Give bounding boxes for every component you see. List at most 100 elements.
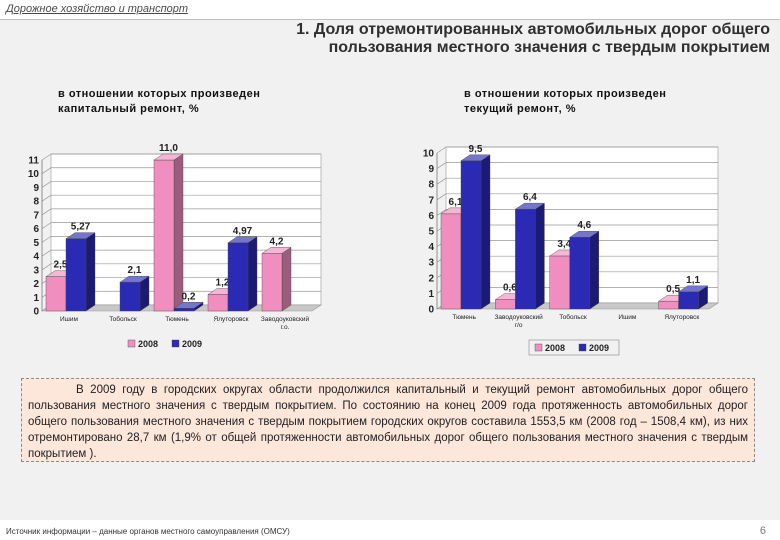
gridline [41, 249, 52, 257]
legend-swatch-2008 [534, 343, 543, 352]
bar-top-2009 [569, 231, 600, 238]
y-tick-label: 8 [33, 197, 39, 208]
data-label: 0,2 [182, 291, 196, 302]
legend-label: 2009 [182, 339, 202, 349]
bar-top-2009 [173, 302, 204, 309]
chart-1-subtitle-line-1: в отношении которых произведен [58, 88, 261, 100]
bar-top-2009 [514, 202, 546, 210]
data-label: 0,6 [503, 283, 517, 294]
chart-1-subtitle: в отношении которых произведен капитальн… [58, 87, 260, 117]
legend-swatch-2009 [171, 339, 180, 348]
y-tick-label: 7 [428, 195, 434, 206]
legend-swatch-2009 [578, 343, 587, 352]
bar-top-2009 [227, 236, 258, 243]
bar-2009 [227, 242, 249, 312]
gridline [41, 263, 52, 271]
section-label: Дорожное хозяйство и транспорт [6, 3, 189, 15]
x-tick-label: г.о. [281, 324, 290, 331]
y-tick-label: 1 [33, 293, 39, 304]
bar-2008 [549, 255, 571, 310]
x-tick-label: Ялуторовск [664, 314, 699, 321]
x-tick-label: Тюмень [452, 314, 476, 321]
y-tick-label: 1 [428, 289, 434, 300]
chart-current-repair: 0 1 2 3 4 5 6 7 8 9 10 6,1 9,5 Тюмень 0,6 6,4 Заводоуков… [423, 144, 719, 356]
y-tick-label: 7 [33, 210, 39, 221]
title-line-1: 1. Доля отремонтированных автомобильных … [296, 21, 770, 38]
page-number: 6 [759, 525, 766, 537]
gridline [41, 222, 52, 229]
bar-2009 [119, 281, 141, 312]
y-tick-label: 10 [28, 169, 40, 180]
bar-2008 [658, 300, 679, 310]
data-label: 11,0 [159, 143, 178, 154]
data-label: 1,2 [216, 278, 230, 289]
data-label: 4,6 [577, 220, 591, 231]
data-label: 0,5 [666, 284, 680, 295]
x-tick-label: Ишим [60, 316, 79, 323]
chart-1-subtitle-line-2: капитальный ремонт, % [58, 103, 200, 115]
gridline [436, 209, 447, 216]
gridline [41, 194, 52, 202]
bar-top-2009 [119, 275, 150, 283]
y-tick-label: 11 [28, 156, 39, 167]
bar-2008 [495, 299, 516, 310]
y-tick-label: 5 [33, 238, 39, 249]
data-label: 4,97 [233, 226, 253, 237]
y-tick-label: 2 [428, 273, 434, 284]
y-tick-label: 6 [33, 224, 39, 235]
data-label: 6,4 [523, 192, 537, 203]
gridline [436, 146, 447, 154]
data-label: 2,5 [54, 260, 68, 271]
gridline [41, 181, 52, 188]
data-label: 1,1 [686, 275, 700, 286]
bar-side-2009 [589, 230, 600, 310]
bar-2009 [460, 160, 482, 310]
gridline [436, 193, 447, 201]
header-divider [0, 19, 780, 20]
y-tick-label: 10 [423, 149, 435, 160]
title-line-2: пользования местного значения с твердым … [328, 39, 770, 56]
x-tick-label: Тюмень [165, 316, 189, 323]
bar-side-2009 [85, 232, 96, 312]
bar-side-2009 [535, 202, 545, 310]
chart-2-subtitle: в отношении которых произведен текущий р… [464, 87, 666, 117]
y-tick-label: 9 [428, 164, 434, 175]
gridline [436, 177, 447, 185]
bar-2009 [173, 308, 195, 312]
data-label: 5,27 [71, 222, 91, 233]
y-tick-label: 0 [428, 305, 434, 316]
bar-2009 [678, 291, 699, 310]
y-tick-label: 5 [428, 227, 434, 238]
x-tick-label: Заводоуковский [261, 315, 310, 323]
data-label: 3,4 [557, 239, 571, 250]
chart-2-subtitle-line-2: текущий ремонт, % [464, 103, 576, 115]
gridline [41, 167, 52, 175]
x-tick-label: Тобольск [109, 315, 137, 323]
gridline [436, 162, 447, 169]
gridline [41, 153, 52, 161]
bar-2008 [207, 294, 229, 312]
bar-top-2008 [261, 247, 292, 254]
bar-2008 [153, 159, 175, 312]
bar-2009 [569, 237, 591, 310]
summary-note: В 2009 году в городских округах области … [21, 378, 755, 462]
chart-capital-repair: 0 1 2 3 4 5 6 7 8 9 10 11 2,5 5,27 Ишим 2,1 Тобольск 11,0… [28, 143, 322, 349]
data-label: 6,1 [449, 197, 463, 208]
x-tick-label: Ялуторовск [214, 316, 249, 323]
y-tick-label: 3 [428, 258, 434, 269]
gridline [41, 208, 52, 216]
y-tick-label: 8 [428, 180, 434, 191]
bar-2009 [515, 208, 536, 310]
y-tick-label: 9 [33, 183, 39, 194]
x-tick-label: Заводоуковский [494, 313, 543, 321]
legend-label: 2009 [589, 343, 609, 353]
bar-2009 [65, 238, 87, 312]
y-tick-label: 4 [428, 242, 434, 253]
bar-2008 [261, 253, 283, 312]
legend-label: 2008 [138, 339, 158, 349]
legend-label: 2008 [545, 343, 565, 353]
x-tick-label: Ишим [618, 314, 637, 321]
y-tick-label: 2 [33, 279, 39, 290]
bar-side-2008 [173, 153, 184, 312]
bar-side-2008 [281, 246, 292, 312]
